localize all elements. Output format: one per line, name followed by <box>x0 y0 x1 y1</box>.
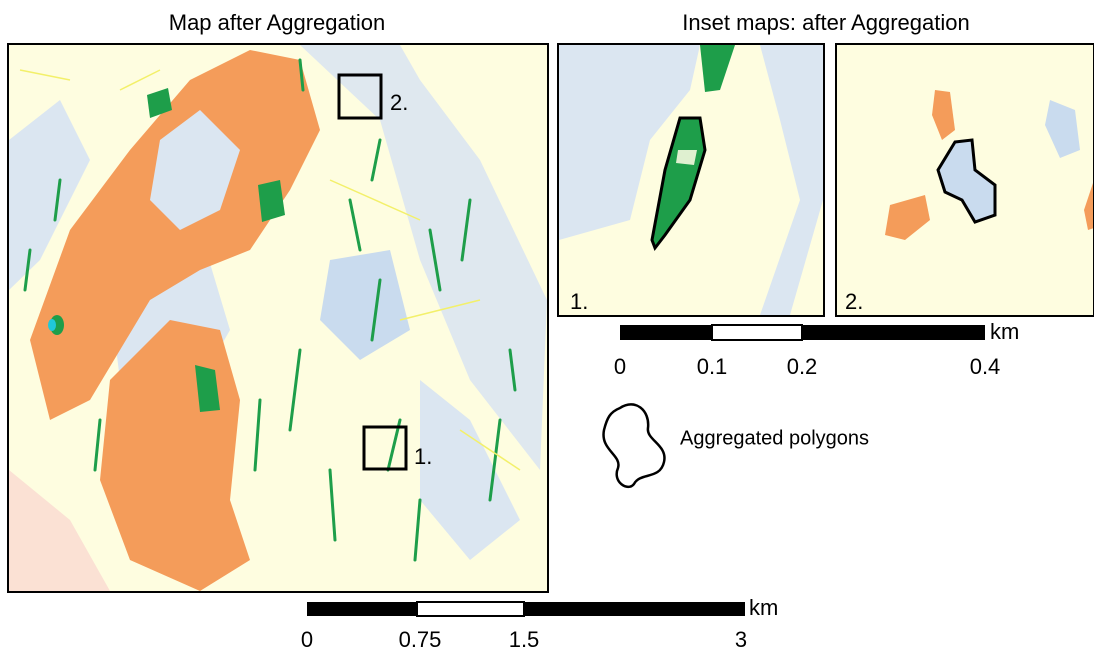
panel-label: 2. <box>845 289 863 314</box>
legend-symbol <box>602 403 666 489</box>
inset-marker: 1. <box>414 444 432 469</box>
scale-bar <box>620 324 985 341</box>
scale-label: 0.75 <box>399 627 442 652</box>
scale-unit: km <box>749 595 778 620</box>
scale-label: 0.2 <box>787 354 818 379</box>
scale-label: 0 <box>614 354 626 379</box>
scale-label: 0 <box>301 627 313 652</box>
scale-bar <box>307 601 745 617</box>
inset-map <box>559 45 823 315</box>
scale-unit: km <box>990 319 1019 344</box>
scale-label: 0.4 <box>970 354 1001 379</box>
scale-label: 3 <box>735 627 747 652</box>
legend-label: Aggregated polygons <box>680 427 869 449</box>
scale-label: 0.1 <box>697 354 728 379</box>
panel-label: 1. <box>570 289 588 314</box>
scale-label: 1.5 <box>509 627 540 652</box>
inset-marker: 2. <box>390 90 408 115</box>
main-map-title: Map after Aggregation <box>169 10 385 35</box>
main-map <box>9 45 547 591</box>
inset-maps-title: Inset maps: after Aggregation <box>682 10 969 35</box>
inset-map <box>837 45 1094 315</box>
